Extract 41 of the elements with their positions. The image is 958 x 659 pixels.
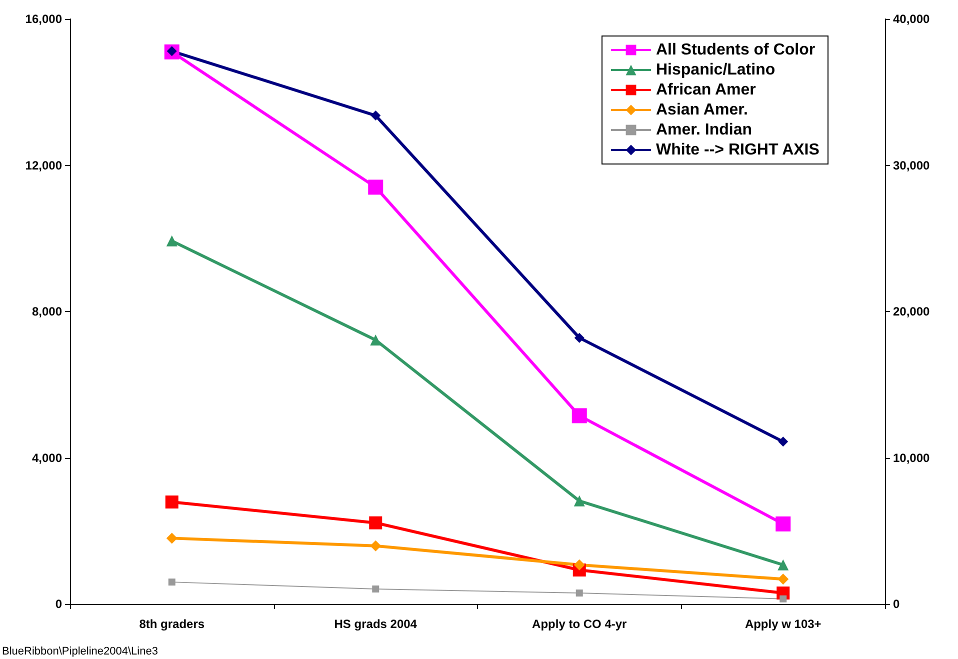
legend-label: Hispanic/Latino — [656, 62, 776, 78]
legend-label: White --> RIGHT AXIS — [656, 142, 820, 158]
point — [370, 334, 382, 346]
text: BlueRibbon\Pipleline2004\Line3 — [2, 646, 158, 658]
y-tick-label: 16,000 — [25, 12, 62, 26]
point — [168, 578, 176, 586]
point — [574, 495, 585, 506]
point — [369, 516, 382, 530]
point — [368, 180, 384, 195]
y2-tick-label: 40,000 — [893, 12, 930, 26]
point — [574, 332, 584, 343]
point — [780, 595, 787, 602]
y-tick-label: 0 — [55, 597, 62, 611]
point — [778, 574, 789, 585]
legend-label: African Amer — [656, 82, 756, 98]
point — [372, 586, 380, 593]
x-tick-label: Apply w 103+ — [744, 617, 822, 631]
x-tick-label: 8th graders — [139, 617, 205, 631]
point — [166, 235, 178, 246]
point — [576, 590, 583, 597]
point — [166, 532, 178, 544]
point — [370, 540, 382, 552]
y-tick-label: 12,000 — [25, 158, 62, 172]
legend-label: Amer. Indian — [656, 122, 752, 138]
x-tick-label: Apply to CO 4-yr — [532, 617, 628, 631]
point — [776, 516, 791, 532]
point — [574, 559, 585, 570]
legend-label: All Students of Color — [656, 42, 816, 58]
point — [778, 436, 788, 447]
point — [370, 110, 381, 121]
y-tick-label: 4,000 — [32, 450, 62, 465]
legend-label: Asian Amer. — [656, 102, 748, 118]
y2-tick-label: 30,000 — [893, 158, 930, 172]
point — [778, 559, 789, 570]
point — [572, 408, 587, 424]
y2-tick-label: 10,000 — [893, 450, 930, 465]
x-tick-label: HS grads 2004 — [334, 617, 418, 631]
y2-tick-label: 0 — [893, 597, 900, 611]
y2-tick-label: 20,000 — [893, 304, 930, 318]
point — [165, 495, 178, 508]
y-tick-label: 8,000 — [32, 304, 62, 318]
